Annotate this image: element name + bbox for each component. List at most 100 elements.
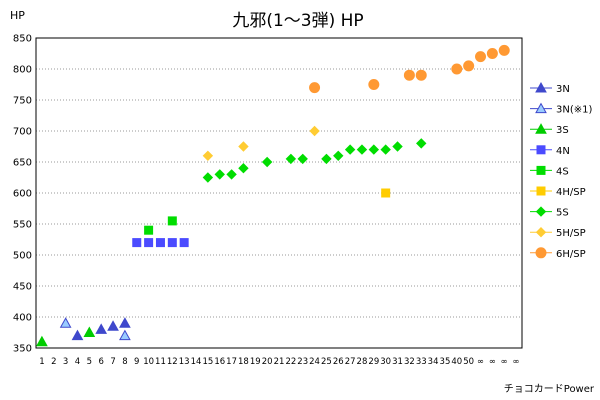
legend-label: 3N bbox=[556, 84, 570, 95]
data-point bbox=[202, 172, 214, 183]
x-tick-label: ∞ bbox=[489, 357, 496, 367]
data-point bbox=[356, 144, 368, 155]
x-tick-label: 31 bbox=[392, 357, 403, 367]
data-point bbox=[167, 216, 177, 226]
data-point bbox=[261, 156, 273, 168]
chart-footer: チョコカードPower bbox=[504, 383, 595, 395]
x-tick-label: 11 bbox=[155, 357, 166, 367]
legend-label: 4H/SP bbox=[556, 187, 586, 198]
data-point bbox=[132, 238, 142, 248]
x-tick-label: 32 bbox=[404, 357, 415, 367]
x-tick-label: 5 bbox=[87, 357, 92, 367]
data-point bbox=[119, 317, 131, 328]
legend: 3N 3N(※1) 3S 4N 4S 4H/SP 5S 5H/SP 6H/SP bbox=[530, 81, 592, 260]
data-point bbox=[285, 153, 297, 165]
data-point bbox=[119, 329, 131, 341]
x-tick-label: 17 bbox=[226, 357, 237, 367]
x-tick-label: 29 bbox=[368, 357, 379, 367]
data-point bbox=[36, 335, 48, 347]
legend-label: 5S bbox=[556, 208, 569, 219]
data-point bbox=[107, 320, 119, 331]
y-tick-label: 700 bbox=[13, 127, 32, 138]
x-tick-label: ∞ bbox=[513, 357, 520, 367]
data-point bbox=[238, 162, 249, 174]
data-point bbox=[416, 138, 427, 149]
data-point bbox=[95, 323, 108, 334]
data-point bbox=[392, 141, 403, 152]
x-tick-label: 15 bbox=[202, 357, 213, 367]
data-point bbox=[463, 60, 475, 72]
x-tick-label: 34 bbox=[428, 357, 439, 367]
data-point bbox=[309, 82, 321, 94]
data-point bbox=[368, 79, 380, 90]
data-point bbox=[59, 317, 72, 328]
data-point bbox=[83, 326, 96, 337]
y-axis-title: HP bbox=[10, 9, 25, 22]
y-tick-label: 800 bbox=[13, 65, 32, 76]
x-tick-label: 10 bbox=[143, 357, 154, 367]
x-tick-label: 1 bbox=[39, 357, 44, 367]
data-point bbox=[167, 238, 177, 248]
x-tick-label: 40 bbox=[451, 357, 462, 367]
x-tick-label: 28 bbox=[357, 357, 368, 367]
x-tick-label: 30 bbox=[380, 357, 391, 367]
data-point bbox=[380, 144, 391, 155]
y-tick-label: 650 bbox=[13, 158, 32, 169]
x-tick-label: 14 bbox=[191, 357, 202, 367]
legend-marker bbox=[535, 81, 547, 93]
legend-marker bbox=[536, 186, 546, 196]
legend-label: 6H/SP bbox=[556, 249, 586, 260]
data-point bbox=[381, 188, 391, 198]
x-tick-label: 50 bbox=[463, 357, 474, 367]
data-point bbox=[226, 169, 237, 180]
legend-marker bbox=[535, 206, 547, 217]
data-point bbox=[202, 150, 214, 162]
legend-marker bbox=[535, 226, 547, 238]
x-tick-label: 12 bbox=[167, 357, 178, 367]
x-tick-label: 20 bbox=[262, 357, 273, 367]
data-point bbox=[214, 169, 225, 180]
x-tick-label: ∞ bbox=[501, 357, 508, 367]
y-tick-label: 750 bbox=[13, 96, 32, 107]
chart-title: 九邪(1～3弾) HP bbox=[232, 11, 363, 31]
x-tick-label: 18 bbox=[238, 357, 249, 367]
x-tick-label: 9 bbox=[134, 357, 139, 367]
x-tick-label: 13 bbox=[179, 357, 190, 367]
data-point bbox=[475, 51, 487, 63]
y-tick-label: 450 bbox=[13, 282, 32, 293]
y-tick-label: 350 bbox=[13, 344, 32, 355]
plot-frame bbox=[35, 37, 523, 349]
legend-marker bbox=[536, 165, 546, 175]
data-point bbox=[415, 69, 427, 81]
x-tick-label: 33 bbox=[416, 357, 427, 367]
data-point bbox=[144, 225, 154, 235]
legend-label: 3N(※1) bbox=[556, 105, 592, 116]
x-tick-label: 24 bbox=[309, 357, 320, 367]
legend-marker bbox=[535, 123, 547, 134]
data-point bbox=[179, 238, 189, 248]
x-tick-label: 26 bbox=[333, 357, 344, 367]
x-tick-label: 25 bbox=[321, 357, 332, 367]
x-tick-label: 2 bbox=[51, 357, 56, 367]
data-point bbox=[71, 329, 84, 341]
data-point bbox=[344, 144, 356, 155]
data-point bbox=[368, 144, 380, 155]
x-tick-label: 6 bbox=[98, 357, 103, 367]
x-tick-label: 35 bbox=[440, 357, 451, 367]
legend-label: 5H/SP bbox=[556, 228, 586, 239]
data-point bbox=[333, 150, 344, 162]
legend-label: 4S bbox=[556, 166, 569, 177]
data-point bbox=[155, 238, 165, 248]
y-tick-label: 600 bbox=[13, 189, 32, 200]
x-tick-label: 21 bbox=[274, 357, 285, 367]
y-tick-label: 550 bbox=[13, 220, 32, 231]
data-point bbox=[486, 48, 498, 59]
x-tick-label: 7 bbox=[110, 357, 115, 367]
x-tick-label: 27 bbox=[345, 357, 356, 367]
x-tick-label: 3 bbox=[63, 357, 68, 367]
legend-marker bbox=[535, 102, 547, 114]
data-point bbox=[498, 44, 510, 56]
